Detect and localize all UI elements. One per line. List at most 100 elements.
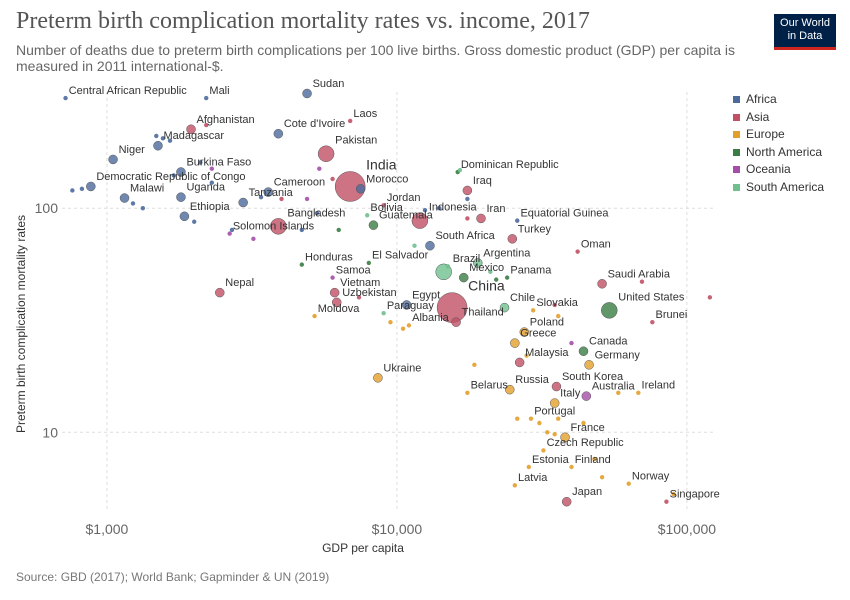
data-point[interactable] bbox=[636, 390, 641, 396]
data-point[interactable] bbox=[186, 124, 196, 135]
data-point[interactable] bbox=[263, 187, 273, 197]
data-point[interactable] bbox=[329, 287, 340, 298]
data-point[interactable] bbox=[499, 302, 510, 313]
data-point[interactable] bbox=[70, 188, 75, 193]
data-point[interactable] bbox=[209, 180, 215, 185]
data-point[interactable] bbox=[556, 416, 561, 421]
data-point[interactable] bbox=[552, 432, 557, 437]
data-point[interactable] bbox=[545, 430, 550, 435]
data-point[interactable] bbox=[140, 205, 146, 211]
data-point[interactable] bbox=[505, 384, 515, 395]
owid-logo[interactable]: Our World in Data bbox=[774, 14, 836, 50]
data-point[interactable] bbox=[541, 448, 546, 453]
data-point[interactable] bbox=[366, 260, 372, 266]
data-point[interactable] bbox=[507, 234, 518, 244]
data-point[interactable] bbox=[368, 220, 379, 230]
data-point[interactable] bbox=[412, 243, 417, 248]
data-point[interactable] bbox=[639, 279, 645, 284]
data-point[interactable] bbox=[209, 166, 215, 171]
data-point[interactable] bbox=[229, 227, 235, 233]
data-point[interactable] bbox=[510, 338, 520, 348]
data-point[interactable] bbox=[119, 193, 130, 203]
data-point[interactable] bbox=[171, 173, 176, 178]
data-point[interactable] bbox=[578, 346, 589, 356]
data-point[interactable] bbox=[597, 279, 607, 289]
data-point[interactable] bbox=[204, 95, 209, 101]
data-point[interactable] bbox=[192, 219, 197, 224]
data-point[interactable] bbox=[304, 196, 310, 202]
data-point[interactable] bbox=[273, 128, 284, 139]
data-point[interactable] bbox=[317, 145, 335, 162]
legend-item[interactable]: South America bbox=[733, 180, 824, 198]
data-point[interactable] bbox=[425, 240, 435, 251]
data-point[interactable] bbox=[314, 210, 320, 216]
data-point[interactable] bbox=[494, 277, 499, 282]
data-point[interactable] bbox=[599, 475, 605, 480]
data-point[interactable] bbox=[154, 133, 159, 139]
data-point[interactable] bbox=[299, 227, 305, 233]
data-point[interactable] bbox=[258, 194, 264, 200]
data-point[interactable] bbox=[515, 218, 520, 223]
data-point[interactable] bbox=[373, 373, 383, 383]
data-point[interactable] bbox=[528, 416, 534, 421]
data-point[interactable] bbox=[569, 464, 574, 470]
data-point[interactable] bbox=[530, 308, 536, 313]
data-point[interactable] bbox=[312, 313, 317, 319]
data-point[interactable] bbox=[458, 272, 469, 283]
data-point[interactable] bbox=[524, 353, 529, 358]
data-point[interactable] bbox=[537, 420, 542, 426]
data-point[interactable] bbox=[108, 154, 118, 165]
data-point[interactable] bbox=[465, 390, 470, 396]
data-point[interactable] bbox=[561, 496, 572, 507]
data-point[interactable] bbox=[515, 416, 520, 421]
data-point[interactable] bbox=[227, 231, 232, 236]
data-point[interactable] bbox=[556, 313, 561, 319]
data-point[interactable] bbox=[381, 203, 386, 208]
data-point[interactable] bbox=[488, 269, 493, 275]
data-point[interactable] bbox=[330, 176, 335, 182]
data-point[interactable] bbox=[215, 287, 225, 298]
data-point[interactable] bbox=[616, 390, 621, 396]
data-point[interactable] bbox=[569, 340, 574, 346]
data-point[interactable] bbox=[504, 275, 510, 280]
data-point[interactable] bbox=[601, 302, 618, 319]
data-point[interactable] bbox=[465, 196, 470, 202]
data-point[interactable] bbox=[334, 171, 366, 202]
data-point[interactable] bbox=[176, 167, 186, 177]
data-point[interactable] bbox=[465, 216, 470, 221]
data-point[interactable] bbox=[581, 391, 592, 401]
data-point[interactable] bbox=[584, 360, 594, 370]
data-point[interactable] bbox=[549, 398, 560, 408]
data-point[interactable] bbox=[472, 258, 483, 268]
data-point[interactable] bbox=[707, 295, 713, 300]
data-point[interactable] bbox=[198, 160, 203, 165]
data-point[interactable] bbox=[400, 326, 406, 331]
data-point[interactable] bbox=[462, 185, 473, 196]
data-point[interactable] bbox=[381, 310, 386, 316]
data-point[interactable] bbox=[331, 297, 342, 308]
data-point[interactable] bbox=[445, 264, 451, 269]
legend-item[interactable]: Europe bbox=[733, 127, 824, 145]
data-point[interactable] bbox=[512, 483, 518, 488]
data-point[interactable] bbox=[130, 201, 136, 206]
data-point[interactable] bbox=[406, 323, 412, 328]
data-point[interactable] bbox=[179, 211, 190, 222]
data-point[interactable] bbox=[560, 432, 570, 443]
data-point[interactable] bbox=[592, 456, 597, 462]
legend-item[interactable]: Africa bbox=[733, 92, 824, 110]
data-point[interactable] bbox=[457, 167, 463, 173]
data-point[interactable] bbox=[575, 249, 580, 254]
data-point[interactable] bbox=[63, 95, 68, 101]
data-point[interactable] bbox=[317, 166, 322, 171]
data-point[interactable] bbox=[552, 302, 557, 308]
data-point[interactable] bbox=[251, 236, 256, 242]
data-point[interactable] bbox=[160, 136, 166, 141]
data-point[interactable] bbox=[551, 381, 562, 392]
data-point[interactable] bbox=[388, 319, 393, 325]
legend-item[interactable]: Oceania bbox=[733, 162, 824, 180]
legend-item[interactable]: North America bbox=[733, 145, 824, 163]
legend-item[interactable]: Asia bbox=[733, 110, 824, 128]
data-point[interactable] bbox=[437, 205, 442, 211]
data-point[interactable] bbox=[330, 275, 335, 280]
data-point[interactable] bbox=[347, 118, 353, 124]
